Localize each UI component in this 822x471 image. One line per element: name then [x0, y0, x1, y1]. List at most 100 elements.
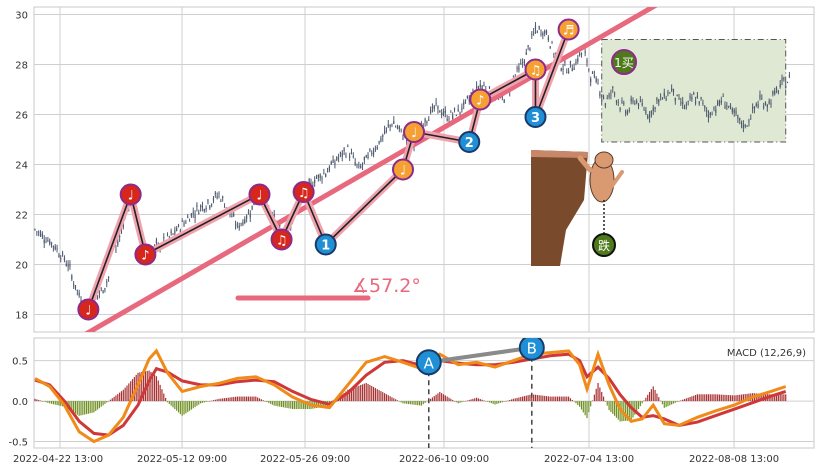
- histogram-bar: [258, 398, 261, 402]
- histogram-bar: [547, 396, 549, 402]
- candle-body: [238, 225, 240, 228]
- histogram-bar: [573, 401, 575, 402]
- candle-body: [317, 174, 319, 178]
- histogram-bar: [253, 396, 255, 402]
- candle-body: [398, 125, 400, 130]
- histogram-bar: [382, 392, 384, 402]
- candle-body: [196, 205, 198, 207]
- histogram-bar: [413, 401, 415, 405]
- histogram-bar: [244, 396, 246, 402]
- histogram-bar: [520, 397, 522, 402]
- histogram-bar: [430, 398, 432, 402]
- candle-body: [665, 98, 667, 101]
- histogram-bar: [268, 401, 270, 403]
- wave-marker: ♩: [403, 121, 426, 143]
- histogram-bar: [374, 388, 376, 402]
- candle-body: [185, 222, 187, 224]
- candle-body: [402, 137, 404, 140]
- histogram-bar: [152, 373, 154, 402]
- candle-body: [108, 276, 110, 278]
- histogram-bar: [781, 394, 783, 402]
- candle-body: [750, 118, 752, 120]
- price-y-axis: 18 20 22 24 26 28 30: [15, 11, 28, 322]
- candle-body: [588, 68, 590, 71]
- histogram-bar: [505, 401, 507, 402]
- histogram-bar: [73, 401, 75, 413]
- candle-body: [689, 95, 691, 99]
- histogram-bar: [630, 401, 632, 421]
- histogram-bar: [117, 394, 119, 402]
- candle-body: [39, 232, 42, 236]
- histogram-bar: [463, 401, 465, 402]
- histogram-bar: [542, 395, 544, 402]
- candle-body: [455, 115, 457, 116]
- candle-body: [694, 101, 697, 104]
- candle-body: [176, 228, 178, 231]
- candle-body: [522, 62, 524, 64]
- candle-body: [380, 138, 382, 142]
- candle-body: [183, 222, 185, 226]
- candle-body: [479, 84, 481, 88]
- candle-body: [424, 118, 426, 123]
- candle-body: [442, 112, 445, 115]
- candle-body: [155, 239, 158, 243]
- candle-body: [119, 235, 121, 238]
- histogram-bar: [556, 396, 559, 402]
- candle-body: [387, 124, 389, 127]
- histogram-bar: [363, 383, 365, 402]
- candle-body: [669, 93, 671, 94]
- histogram-bar: [459, 401, 461, 403]
- candle-body: [437, 105, 439, 110]
- candle-body: [779, 84, 781, 87]
- histogram-bar: [728, 395, 730, 402]
- histogram-bar: [209, 401, 211, 402]
- candle-body: [551, 42, 553, 44]
- marker-circle: [248, 183, 271, 206]
- histogram-bar: [737, 394, 739, 402]
- candle-body: [711, 114, 713, 116]
- histogram-bar: [157, 380, 159, 402]
- candle-body: [693, 92, 695, 95]
- candle-body: [682, 101, 684, 105]
- candle-body: [336, 156, 338, 161]
- candle-body: [540, 33, 542, 35]
- candle-body: [720, 100, 722, 103]
- histogram-bar: [529, 394, 531, 402]
- wave-marker: ♩: [248, 183, 271, 206]
- histogram-bar: [715, 394, 717, 402]
- candle-body: [562, 68, 564, 71]
- candle-body: [647, 115, 649, 119]
- histogram-bar: [648, 392, 651, 402]
- candle-body: [520, 63, 522, 65]
- candle-body: [117, 241, 119, 245]
- candle-body: [691, 97, 693, 100]
- histogram-bar: [54, 401, 56, 405]
- histogram-bar: [488, 401, 491, 403]
- candle-body: [115, 249, 117, 251]
- candle-body: [172, 233, 174, 235]
- wave-markers: ♩ ♩ ♪ ♩ ♫ ♫ ♩ ♩ ♪ ♫ ♬ 1 2 3: [77, 18, 580, 321]
- histogram-bar: [667, 401, 669, 407]
- histogram-bar: [549, 396, 551, 402]
- candle-body: [573, 67, 575, 71]
- histogram-bar: [637, 401, 640, 410]
- histogram-bar: [455, 401, 457, 403]
- wave-marker: ♪: [469, 88, 492, 111]
- candle-body: [328, 166, 330, 171]
- histogram-bar: [477, 398, 480, 402]
- histogram-bar: [87, 401, 89, 414]
- histogram-bar: [641, 401, 643, 404]
- candle-body: [623, 102, 625, 105]
- candle-body: [766, 105, 768, 108]
- histogram-bar: [150, 371, 152, 402]
- candle-body: [536, 31, 538, 33]
- histogram-bar: [516, 397, 518, 402]
- marker-circle: [134, 243, 157, 266]
- histogram-bar: [672, 401, 675, 404]
- candle-body: [628, 110, 630, 112]
- marker-circle: [524, 106, 547, 128]
- histogram-bar: [501, 401, 503, 403]
- candle-body: [433, 106, 435, 109]
- histogram-bar: [106, 401, 108, 403]
- candle-body: [650, 111, 652, 115]
